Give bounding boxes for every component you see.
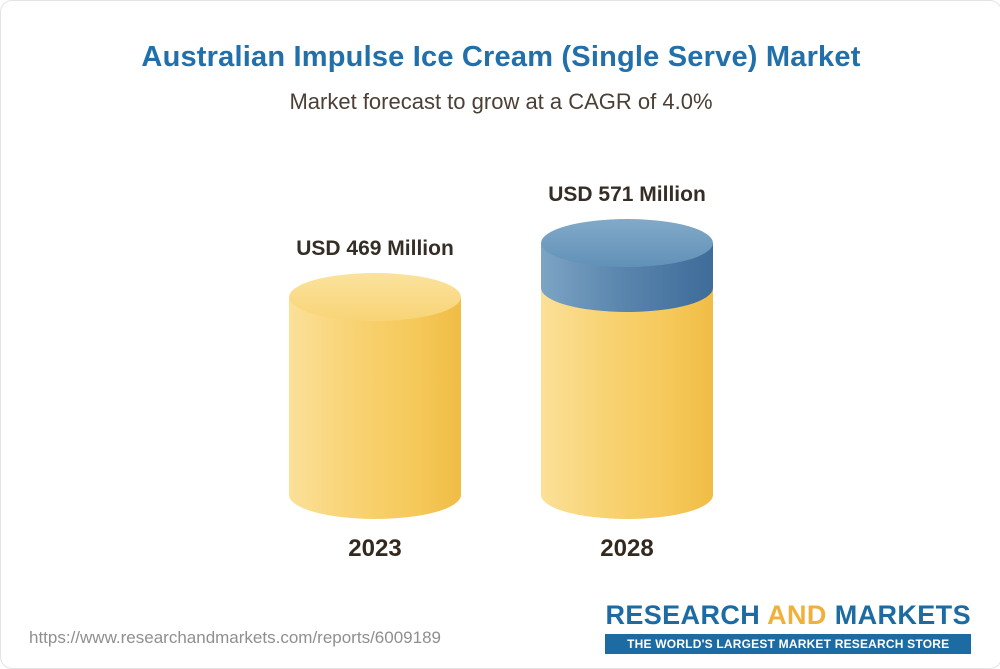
cylinder-top-ellipse-2028 bbox=[541, 219, 713, 267]
logo-word-markets: MARKETS bbox=[834, 600, 971, 630]
cylinder-2023 bbox=[289, 273, 461, 519]
cylinder-top-ellipse-2023 bbox=[289, 273, 461, 321]
chart-title: Australian Impulse Ice Cream (Single Ser… bbox=[141, 41, 861, 73]
logo-word-research: RESEARCH bbox=[605, 600, 761, 630]
chart-subtitle: Market forecast to grow at a CAGR of 4.0… bbox=[289, 89, 713, 114]
report-url-link[interactable]: https://www.researchandmarkets.com/repor… bbox=[29, 628, 441, 647]
cylinder-body-2028 bbox=[541, 288, 713, 519]
logo-tagline: THE WORLD'S LARGEST MARKET RESEARCH STOR… bbox=[605, 634, 971, 654]
logo-wordmark: RESEARCH AND MARKETS bbox=[605, 600, 971, 631]
value-label-2023: USD 469 Million bbox=[296, 237, 454, 260]
cylinder-2028 bbox=[541, 219, 713, 519]
cylinder-body-2023 bbox=[289, 297, 461, 519]
value-label-2028: USD 571 Million bbox=[548, 183, 706, 206]
cylinder-bar-chart: USD 469 Million 2023 USD 571 Million 202… bbox=[1, 159, 1000, 563]
category-label-2023: 2023 bbox=[348, 535, 402, 562]
research-and-markets-logo: RESEARCH AND MARKETS THE WORLD'S LARGEST… bbox=[605, 600, 971, 654]
category-label-2028: 2028 bbox=[600, 535, 654, 562]
logo-word-and: AND bbox=[767, 600, 827, 630]
bar-group-2028: USD 571 Million 2028 bbox=[541, 183, 713, 563]
bar-group-2023: USD 469 Million 2023 bbox=[289, 237, 461, 563]
